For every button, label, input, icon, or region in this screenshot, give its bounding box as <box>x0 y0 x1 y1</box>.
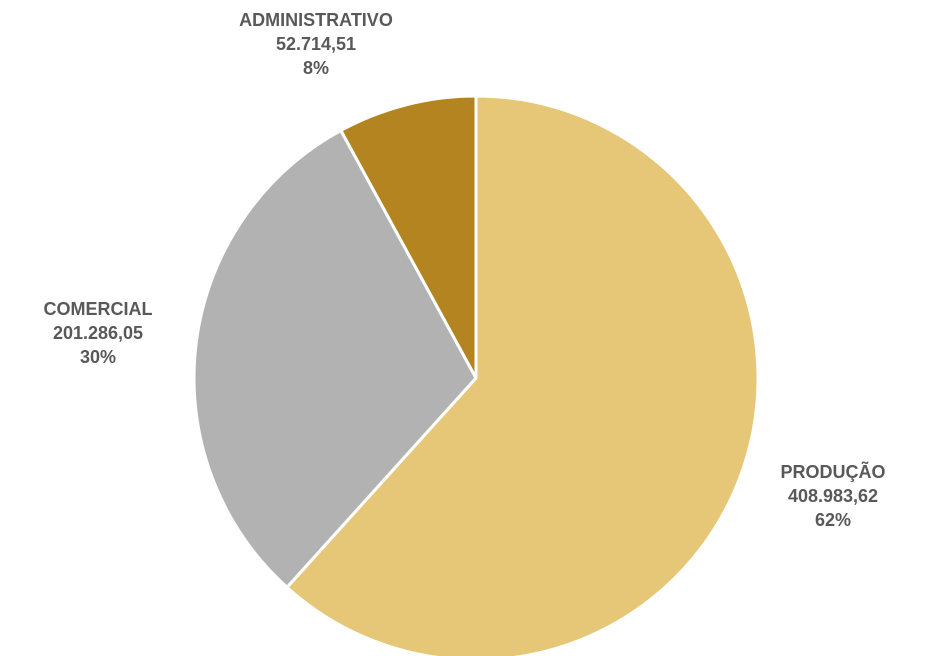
slice-percent-label: 8% <box>303 58 329 78</box>
slice-value-label: 408.983,62 <box>788 486 878 506</box>
slice-value-label: 52.714,51 <box>276 34 356 54</box>
slice-category-label: ADMINISTRATIVO <box>239 10 393 30</box>
pie-slice-comercial <box>192 128 478 589</box>
slice-label-administrativo: ADMINISTRATIVO 52.714,51 8% <box>239 10 393 78</box>
slice-value-label: 201.286,05 <box>53 323 143 343</box>
slice-category-label: PRODUÇÃO <box>780 461 885 482</box>
slice-percent-label: 62% <box>815 510 851 530</box>
slice-label-producao: PRODUÇÃO 408.983,62 62% <box>780 461 885 530</box>
pie-slices <box>192 94 760 656</box>
slice-percent-label: 30% <box>80 347 116 367</box>
slice-label-comercial: COMERCIAL 201.286,05 30% <box>44 299 153 367</box>
slice-labels: PRODUÇÃO 408.983,62 62% COMERCIAL 201.286,05… <box>44 10 886 530</box>
pie-slice-producao <box>285 94 760 656</box>
slice-category-label: COMERCIAL <box>44 299 153 319</box>
pie-slice-administrativo <box>339 94 478 380</box>
